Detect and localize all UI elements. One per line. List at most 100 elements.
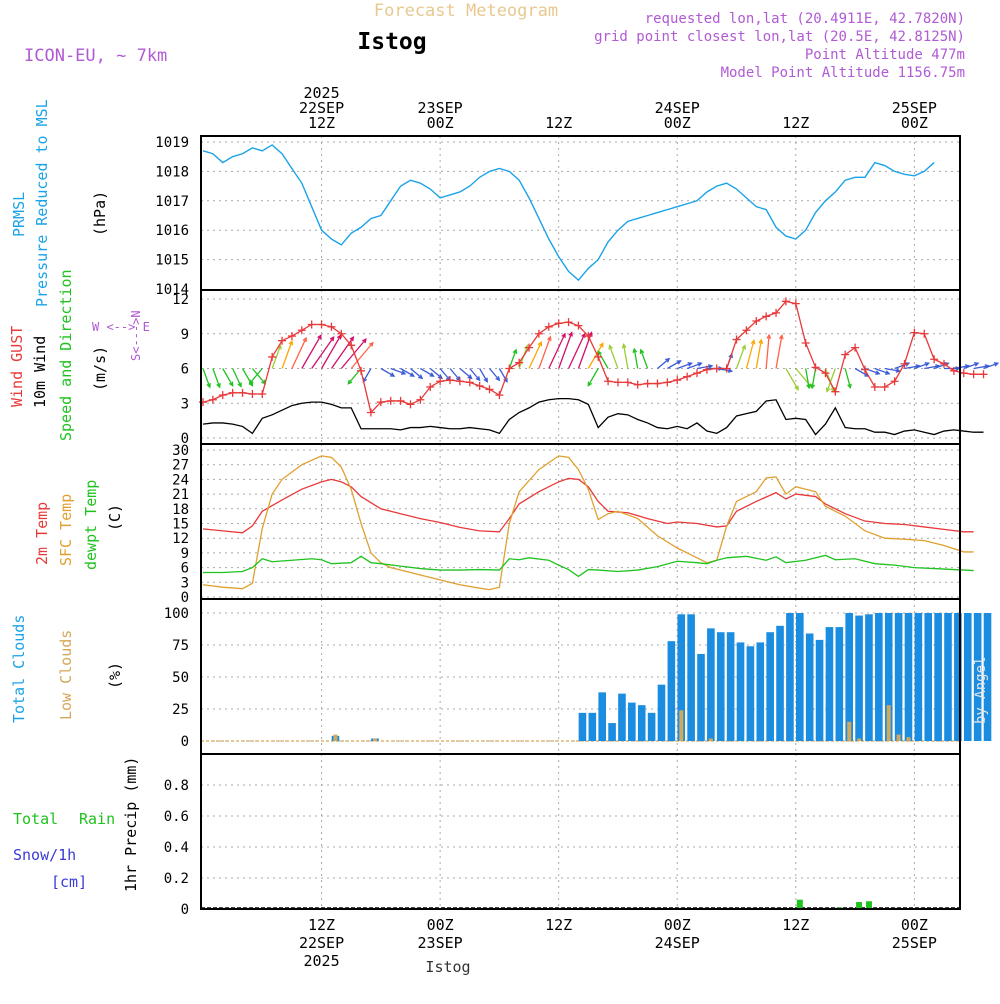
gust-marker <box>337 329 346 338</box>
total-cloud-bar <box>628 702 636 741</box>
snow-unit: [cm] <box>51 873 87 891</box>
gust-marker <box>623 378 632 387</box>
wind-arrow <box>609 345 619 369</box>
y-tick-label: 15 <box>172 517 189 533</box>
wind-arrow <box>765 334 770 369</box>
bottom-date-label: 24SEP <box>655 934 700 952</box>
total-cloud-bar <box>578 712 587 741</box>
low-cloud-bar <box>708 738 713 741</box>
total-cloud-bar <box>983 613 992 741</box>
gust-marker <box>465 378 474 387</box>
total-cloud-bar <box>707 628 715 741</box>
wind-arrow-head <box>904 362 911 367</box>
y-tick-label: 9 <box>181 546 189 562</box>
gust-marker <box>683 372 692 381</box>
grid-point-coordinates: grid point closest lon,lat (20.5E, 42.81… <box>594 29 965 45</box>
wind-arrow-head <box>750 339 756 345</box>
wind-arrow <box>340 338 367 369</box>
low-cloud-bar <box>886 705 891 741</box>
total-cloud-bar <box>716 632 725 741</box>
total-clouds-label: Total Clouds <box>10 615 28 723</box>
wind-arrow-head <box>727 368 734 373</box>
gust-marker <box>515 358 524 367</box>
bottom-date-label: 00Z <box>901 916 928 934</box>
grid-lines <box>201 136 960 909</box>
wind-arrow-head <box>361 338 367 344</box>
total-cloud-bar <box>944 613 952 741</box>
wind-arrow <box>854 367 869 377</box>
bottom-date-label: 25SEP <box>892 934 937 952</box>
gust-marker <box>574 321 583 330</box>
gust-marker <box>742 326 751 335</box>
gust-marker <box>278 336 287 345</box>
gust-marker <box>485 385 494 394</box>
requested-coordinates: requested lon,lat (20.4911E, 42.7820N) <box>645 11 965 27</box>
wind-arrow-head <box>206 383 211 389</box>
wind-arrow <box>380 367 395 377</box>
y-tick-label: 0 <box>181 590 189 606</box>
total-cloud-bar <box>805 633 814 741</box>
model-altitude: Model Point Altitude 1156.75m <box>721 65 965 81</box>
wind-arrow-head <box>810 383 816 390</box>
gust-marker <box>613 378 622 387</box>
rain-bar <box>856 902 863 909</box>
total-cloud-bar <box>657 684 666 741</box>
cloud-labels: Total Clouds Low Clouds (%) <box>10 615 124 723</box>
gust-marker <box>851 343 860 352</box>
wind-arrow <box>805 368 810 389</box>
wind-arrow-head <box>336 334 342 340</box>
wind-arrow <box>745 340 755 369</box>
wind-arrow <box>249 368 263 385</box>
precip-total-label: Total <box>13 810 58 828</box>
wind-arrow <box>775 335 783 369</box>
wind-arrow-head <box>676 360 682 365</box>
gust-marker <box>772 308 781 317</box>
wind-10m-label: 10m Wind <box>31 336 49 408</box>
total-cloud-bar <box>677 614 686 741</box>
gust-marker <box>455 377 464 386</box>
temp-labels: 2m Temp SFC Temp dewpt Temp (C) <box>33 480 124 570</box>
gust-marker <box>386 396 395 405</box>
total-cloud-bar <box>776 625 784 741</box>
wind-arrow <box>735 345 746 369</box>
wind-arrow-head <box>288 339 294 346</box>
panel-frame <box>200 753 961 910</box>
wind-arrow-head <box>687 362 693 367</box>
gust-marker <box>900 359 909 368</box>
total-cloud-bar <box>934 613 942 741</box>
wind-arrow-head <box>400 370 407 375</box>
wind-gust-label: Wind GUST <box>8 326 26 407</box>
wind-arrow <box>633 348 639 369</box>
gust-marker <box>248 389 257 398</box>
wind-arrow-head <box>766 333 772 339</box>
y-tick-label: 1017 <box>155 194 189 210</box>
low-cloud-bar <box>857 738 862 741</box>
gust-marker <box>564 318 573 327</box>
total-cloud-bar <box>963 613 972 741</box>
sfc-temp-label: SFC Temp <box>57 494 75 566</box>
wind-arrow-head <box>568 331 573 337</box>
total-cloud-bar <box>845 613 853 741</box>
compass-we: W <--> E <box>92 320 150 334</box>
panel-frames <box>200 135 961 910</box>
top-date-label: 22SEP <box>299 99 344 117</box>
wind-arrow <box>271 345 282 369</box>
bottom-date-label: 12Z <box>308 916 335 934</box>
total-cloud-bar <box>796 613 804 741</box>
wind-arrow-head <box>429 372 435 377</box>
low-cloud-bar <box>372 738 377 741</box>
wind-arrow <box>667 360 681 370</box>
wind-arrow <box>459 368 472 379</box>
bottom-date-label: 22SEP <box>299 934 344 952</box>
y-tick-label: 1014 <box>155 282 189 298</box>
gust-marker <box>979 370 988 379</box>
location-title: Istog <box>357 29 426 55</box>
total-cloud-bar <box>815 639 824 741</box>
snow-label: Snow/1h <box>13 846 76 864</box>
gust-marker <box>287 332 296 341</box>
wind-arrow <box>538 336 552 369</box>
low-clouds-label: Low Clouds <box>57 630 75 720</box>
gust-marker <box>791 299 800 308</box>
wind-arrow <box>528 341 542 369</box>
panel-frame <box>200 289 961 445</box>
